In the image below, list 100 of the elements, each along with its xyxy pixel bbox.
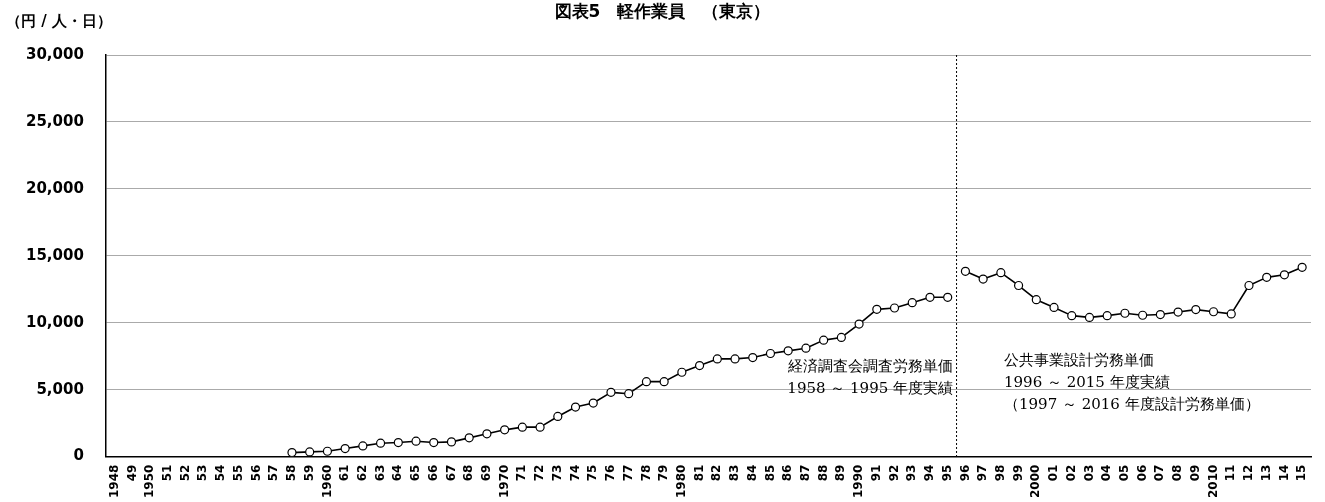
- x-tick-label: 71: [514, 464, 529, 482]
- point: [1120, 308, 1130, 318]
- x-tick-label: 78: [638, 464, 653, 482]
- point: [1155, 309, 1165, 320]
- x-tick-label: 97: [975, 464, 990, 482]
- point: [1297, 262, 1307, 272]
- x-tick-label: 12: [1241, 464, 1256, 482]
- x-tick-label: 06: [1134, 464, 1149, 482]
- point: [1049, 302, 1059, 313]
- x-tick-label: 03: [1081, 464, 1096, 482]
- point: [1031, 295, 1041, 305]
- point: [925, 292, 935, 302]
- x-tick-label: 11: [1223, 464, 1238, 482]
- x-tick-label: 63: [372, 464, 387, 482]
- point: [854, 319, 864, 329]
- point: [1262, 272, 1272, 282]
- x-tick-label: 14: [1276, 464, 1291, 482]
- point: [712, 354, 722, 364]
- x-tick-label: 72: [532, 464, 547, 482]
- x-tick-label: 75: [585, 464, 600, 482]
- x-tick-label: 13: [1258, 464, 1273, 482]
- point: [588, 398, 598, 408]
- x-tick-label: 55: [230, 464, 245, 482]
- point: [889, 303, 900, 313]
- x-tick-label: 74: [567, 464, 582, 482]
- x-tick-label: 1980: [673, 464, 688, 499]
- x-tick-label: 58: [284, 464, 299, 482]
- annotation: 1996 ～ 2015 年度実績: [1004, 372, 1171, 393]
- x-tick-label: 01: [1046, 464, 1061, 482]
- point: [1208, 307, 1219, 317]
- x-tick-label: 66: [425, 464, 440, 482]
- x-tick-label: 69: [479, 464, 494, 482]
- point: [553, 411, 563, 422]
- x-tick-label: 67: [443, 464, 458, 482]
- x-tick-label: 15: [1294, 464, 1309, 482]
- annotation: 1958 ～ 1995 年度実績: [787, 378, 953, 399]
- point: [1013, 280, 1024, 291]
- x-tick-label: 64: [390, 464, 405, 482]
- x-tick-label: 79: [656, 464, 671, 482]
- x-tick-label: 1948: [106, 464, 121, 499]
- point: [287, 447, 297, 457]
- x-tick-label: 1960: [319, 464, 334, 499]
- annotation: 公共事業設計労務単価: [1004, 350, 1155, 371]
- point: [819, 335, 829, 345]
- x-tick-label: 1970: [496, 464, 511, 499]
- point: [765, 348, 776, 359]
- point: [1279, 270, 1290, 280]
- point: [836, 332, 846, 343]
- x-tick-label: 54: [213, 464, 228, 482]
- x-tick-label: 49: [124, 464, 139, 482]
- x-tick-label: 05: [1117, 464, 1132, 482]
- point: [1173, 307, 1183, 317]
- point: [677, 367, 687, 377]
- point: [500, 425, 510, 435]
- y-tick-label: 30,000: [25, 44, 84, 63]
- point: [1226, 309, 1236, 319]
- chart-title: 図表5 軽作業員 （東京）: [554, 1, 771, 21]
- x-tick-label: 81: [691, 464, 706, 482]
- x-tick-label: 83: [727, 464, 742, 482]
- point: [411, 436, 421, 446]
- x-tick-label: 09: [1187, 464, 1202, 482]
- x-tick-label: 08: [1170, 464, 1185, 482]
- x-tick-label: 07: [1152, 464, 1167, 482]
- x-tick-label: 77: [620, 464, 635, 482]
- point: [1191, 305, 1201, 315]
- x-tick-label: 04: [1099, 464, 1114, 482]
- point: [978, 274, 988, 284]
- point: [446, 437, 457, 447]
- x-tick-label: 85: [762, 464, 777, 482]
- x-tick-label: 92: [886, 464, 901, 482]
- x-tick-label: 94: [922, 464, 937, 482]
- point: [305, 447, 315, 457]
- x-tick-label: 76: [603, 464, 618, 482]
- x-tick-label: 88: [815, 464, 830, 482]
- annotation: （1997 ～ 2016 年度設計労務単価）: [1004, 394, 1260, 415]
- point: [641, 377, 652, 387]
- point: [1138, 310, 1148, 320]
- point: [960, 266, 971, 276]
- x-tick-label: 1950: [142, 464, 157, 499]
- point: [1102, 311, 1112, 321]
- x-tick-label: 53: [195, 464, 210, 482]
- point: [517, 422, 527, 432]
- x-tick-label: 73: [549, 464, 564, 482]
- x-tick-label: 61: [337, 464, 352, 482]
- x-tick-label: 62: [354, 464, 369, 482]
- x-tick-label: 99: [1010, 464, 1025, 482]
- point: [375, 438, 386, 448]
- point: [694, 360, 705, 371]
- y-tick-label: 10,000: [25, 312, 84, 331]
- x-tick-label: 02: [1063, 464, 1078, 482]
- x-tick-label: 93: [904, 464, 919, 482]
- x-tick-label: 87: [798, 464, 813, 482]
- point: [358, 441, 368, 451]
- x-tick-label: 68: [461, 464, 476, 482]
- x-tick-label: 52: [177, 464, 192, 482]
- x-tick-label: 59: [301, 464, 316, 482]
- x-tick-label: 91: [868, 464, 883, 482]
- point: [1067, 311, 1077, 321]
- point: [535, 422, 545, 432]
- point: [1244, 280, 1254, 291]
